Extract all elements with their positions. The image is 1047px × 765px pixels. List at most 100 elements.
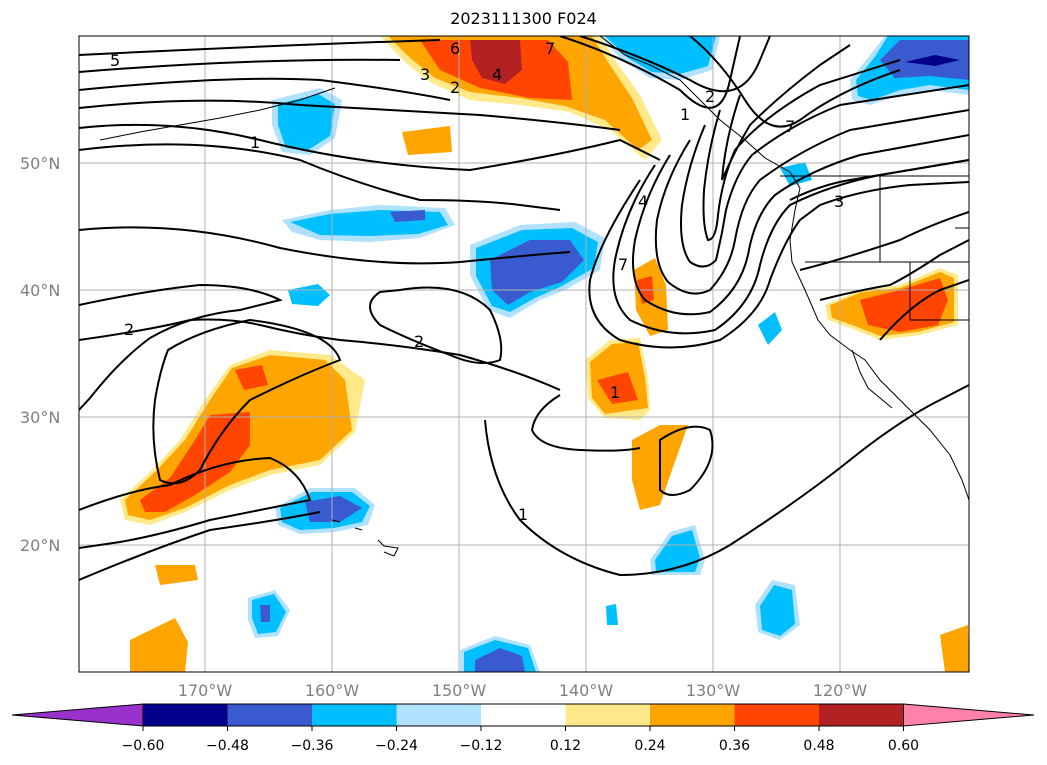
shade-positive — [597, 372, 638, 404]
contour-label: 3 — [834, 192, 844, 211]
colorbar-segment — [565, 704, 650, 726]
colorbar-frame — [142, 703, 904, 727]
map-title: 2023111300 F024 — [450, 9, 597, 28]
contour-label: 2 — [705, 87, 715, 106]
colorbar-tick-label: −0.60 — [122, 738, 165, 754]
contour-label: 1 — [610, 383, 620, 402]
map-frame — [78, 35, 970, 673]
contour — [721, 44, 851, 181]
shade-negative — [305, 496, 362, 522]
shade-negative — [606, 604, 618, 625]
contour-label: 2 — [414, 332, 424, 351]
colorbar-tick-label: −0.12 — [460, 738, 503, 754]
coastlines — [99, 36, 969, 557]
colorbar-tick-label: 0.24 — [634, 738, 665, 754]
contour-label: 1 — [518, 505, 528, 524]
shade-positive — [860, 278, 948, 332]
contour — [579, 36, 771, 93]
shade-negative — [260, 605, 270, 622]
contour — [79, 123, 661, 172]
lon-tick-label: 160°W — [305, 681, 360, 700]
contour — [79, 456, 312, 549]
colorbar-segment — [650, 704, 735, 726]
lon-tick-labels: 170°W 160°W 150°W 140°W 130°W 120°W — [178, 681, 868, 700]
gridlines — [79, 36, 969, 672]
contour — [559, 36, 741, 109]
contour — [654, 109, 969, 295]
contour — [879, 279, 969, 341]
contour — [612, 159, 969, 335]
contour-labels: 5 6 7 3 4 2 1 1 7 7 4 3 2 2 2 1 1 — [110, 39, 844, 524]
lat-tick-label: 40°N — [20, 281, 60, 300]
contour — [702, 59, 901, 242]
state-lines — [879, 176, 969, 321]
contour — [530, 394, 641, 452]
colorbar-extend-high — [903, 703, 1035, 727]
contour — [79, 77, 451, 101]
colorbar-tick-label: 0.48 — [803, 738, 834, 754]
contours — [79, 36, 969, 581]
contour — [659, 425, 714, 496]
contour-label: 2 — [450, 78, 460, 97]
colorbar-tick-label: −0.36 — [291, 738, 334, 754]
shade-positive — [235, 365, 268, 390]
colorbar-segment — [227, 704, 312, 726]
baja — [851, 349, 893, 409]
contour-label: 7 — [545, 39, 555, 58]
colorbar-extend-low — [11, 703, 144, 727]
shade-negative — [760, 585, 795, 636]
colorbar-tick-label: 0.60 — [888, 738, 919, 754]
contour — [152, 318, 342, 485]
contour-label: 4 — [492, 65, 502, 84]
contour-label: 6 — [450, 39, 460, 58]
shade-negative — [278, 94, 335, 150]
shade-negative — [758, 312, 782, 345]
shade-positive — [470, 40, 522, 84]
colorbar-tick-label: −0.48 — [206, 738, 249, 754]
map-area: 5 6 7 3 4 2 1 1 7 7 4 3 2 2 2 1 1 — [79, 36, 969, 672]
lon-tick-label: 130°W — [686, 681, 741, 700]
lon-tick-label: 140°W — [559, 681, 614, 700]
north-america-coast — [599, 36, 969, 501]
contour-label: 7 — [785, 117, 795, 136]
shade-negative — [475, 648, 525, 672]
colorbar-segment — [312, 704, 397, 726]
contour — [632, 134, 969, 316]
contour-label: 2 — [124, 320, 134, 339]
shade-negative — [390, 210, 425, 222]
contour — [689, 36, 901, 128]
contour — [588, 179, 969, 349]
shade-negative — [655, 530, 700, 572]
contour — [79, 511, 321, 581]
contour — [819, 239, 969, 301]
contour-label: 1 — [250, 133, 260, 152]
shade-positive — [130, 618, 188, 672]
colorbar-segment — [143, 704, 228, 726]
contour — [484, 384, 969, 577]
contour — [79, 226, 571, 265]
contour-label: 5 — [110, 51, 120, 70]
lon-tick-label: 150°W — [432, 681, 487, 700]
colorbar-segment — [734, 704, 819, 726]
contour — [789, 159, 969, 201]
lon-tick-label: 120°W — [813, 681, 868, 700]
contour — [79, 318, 561, 391]
contour-label: 3 — [420, 65, 430, 84]
contour — [79, 143, 561, 211]
lat-tick-label: 20°N — [20, 536, 60, 555]
colorbar-tick-label: 0.12 — [550, 738, 581, 754]
shade-positive — [940, 625, 969, 672]
contour-label: 4 — [638, 192, 648, 211]
hawaii — [331, 519, 399, 557]
shade-positive — [140, 412, 250, 512]
lat-tick-label: 30°N — [20, 408, 60, 427]
lat-tick-labels: 50°N 40°N 30°N 20°N — [20, 154, 60, 555]
contour — [79, 39, 441, 56]
lat-tick-label: 50°N — [20, 154, 60, 173]
contour — [799, 211, 969, 271]
contour-label: 1 — [680, 105, 690, 124]
colorbar-segment — [819, 704, 904, 726]
colorbar-tick-label: −0.24 — [375, 738, 418, 754]
shade-positive — [155, 565, 198, 585]
